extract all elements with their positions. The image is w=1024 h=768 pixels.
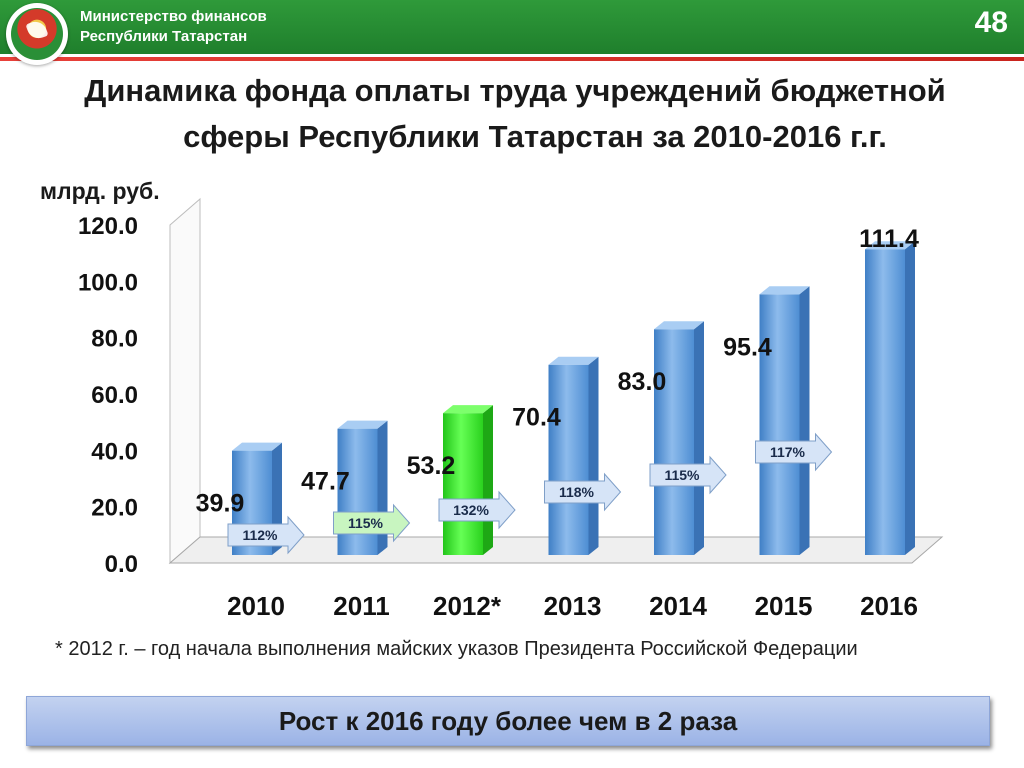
growth-label: 115% bbox=[348, 515, 384, 531]
bar-top bbox=[337, 420, 388, 429]
data-label: 95.4 bbox=[723, 333, 772, 361]
bar-chart: 0.0 20.0 40.0 60.0 80.0 100.0 120.0 2010 39.9 201… bbox=[78, 197, 944, 621]
title-line-1: Динамика фонда оплаты труда учреждений б… bbox=[84, 73, 946, 108]
growth-arrow: 117% bbox=[755, 432, 833, 472]
bar-side bbox=[799, 286, 810, 555]
title-line-2: сферы Республики Татарстан за 2010-2016 … bbox=[183, 119, 887, 154]
growth-arrow: 118% bbox=[544, 472, 622, 512]
growth-label: 112% bbox=[242, 527, 278, 543]
bar bbox=[548, 356, 599, 555]
y-tick-label: 120.0 bbox=[78, 213, 138, 240]
footnote: * 2012 г. – год начала выполнения майски… bbox=[55, 638, 858, 660]
x-tick-label: 2016 bbox=[860, 591, 918, 621]
growth-arrow-shape bbox=[438, 490, 516, 530]
y-tick-label: 20.0 bbox=[91, 495, 138, 522]
bar-front bbox=[654, 329, 694, 555]
bar-side bbox=[588, 356, 599, 555]
y-tick-label: 0.0 bbox=[105, 551, 138, 578]
ministry-name: Министерство финансов Республики Татарст… bbox=[80, 7, 267, 47]
bar-top bbox=[548, 356, 599, 365]
bar-top bbox=[232, 442, 282, 451]
growth-arrow-shape bbox=[227, 515, 305, 555]
growth-arrow: 132% bbox=[438, 490, 516, 530]
x-tick-label: 2012* bbox=[433, 591, 502, 621]
bar-side bbox=[483, 405, 493, 555]
x-tick-label: 2014 bbox=[649, 591, 707, 621]
bar-front bbox=[759, 294, 800, 555]
growth-arrow: 112% bbox=[227, 515, 305, 555]
bar-top bbox=[443, 405, 493, 414]
growth-label: 118% bbox=[559, 484, 595, 500]
y-tick-label: 60.0 bbox=[91, 382, 138, 409]
x-tick-label: 2015 bbox=[755, 591, 813, 621]
growth-label: 115% bbox=[664, 467, 700, 483]
header-stripe-red bbox=[0, 57, 1024, 61]
growth-label: 117% bbox=[770, 444, 806, 460]
growth-arrow-shape bbox=[333, 503, 411, 543]
growth-arrow-shape bbox=[649, 455, 727, 495]
y-tick-label: 100.0 bbox=[78, 269, 138, 296]
bar-side bbox=[694, 321, 704, 555]
y-axis-unit-label: млрд. руб. bbox=[40, 178, 160, 204]
header-stripe-white bbox=[0, 54, 1024, 57]
bar-front bbox=[548, 364, 589, 555]
bar-top bbox=[865, 241, 915, 250]
x-tick-label: 2010 bbox=[227, 591, 285, 621]
bar-front bbox=[443, 413, 483, 555]
bar bbox=[865, 241, 915, 555]
data-label: 111.4 bbox=[859, 225, 919, 253]
data-label: 70.4 bbox=[512, 404, 561, 432]
slide-title: Динамика фонда оплаты труда учреждений б… bbox=[20, 68, 1010, 160]
bar-side bbox=[377, 420, 388, 555]
summary-banner: Рост к 2016 году более чем в 2 раза bbox=[26, 696, 990, 746]
page-number: 48 bbox=[974, 6, 1008, 39]
data-label: 39.9 bbox=[196, 490, 245, 518]
data-label: 47.7 bbox=[301, 468, 350, 496]
x-tick-label: 2011 bbox=[333, 591, 389, 621]
growth-arrow: 115% bbox=[333, 503, 411, 543]
bar-top bbox=[654, 321, 704, 330]
growth-label: 132% bbox=[453, 502, 489, 518]
ministry-line-2: Республики Татарстан bbox=[80, 28, 248, 45]
tatarstan-emblem-icon bbox=[6, 3, 68, 65]
growth-arrow-shape bbox=[755, 432, 833, 472]
ministry-line-1: Министерство финансов bbox=[80, 8, 267, 25]
data-label: 53.2 bbox=[407, 452, 456, 480]
x-tick-label: 2013 bbox=[544, 591, 602, 621]
bar bbox=[759, 286, 810, 555]
growth-arrow: 115% bbox=[649, 455, 727, 495]
header-bar bbox=[0, 0, 1024, 54]
y-tick-label: 80.0 bbox=[91, 326, 138, 353]
y-tick-label: 40.0 bbox=[91, 438, 138, 465]
data-label: 83.0 bbox=[618, 368, 667, 396]
bar bbox=[654, 321, 704, 555]
bar-front bbox=[865, 249, 905, 555]
bar-top bbox=[759, 286, 810, 295]
growth-arrow-shape bbox=[544, 472, 622, 512]
bar-side bbox=[905, 241, 915, 555]
